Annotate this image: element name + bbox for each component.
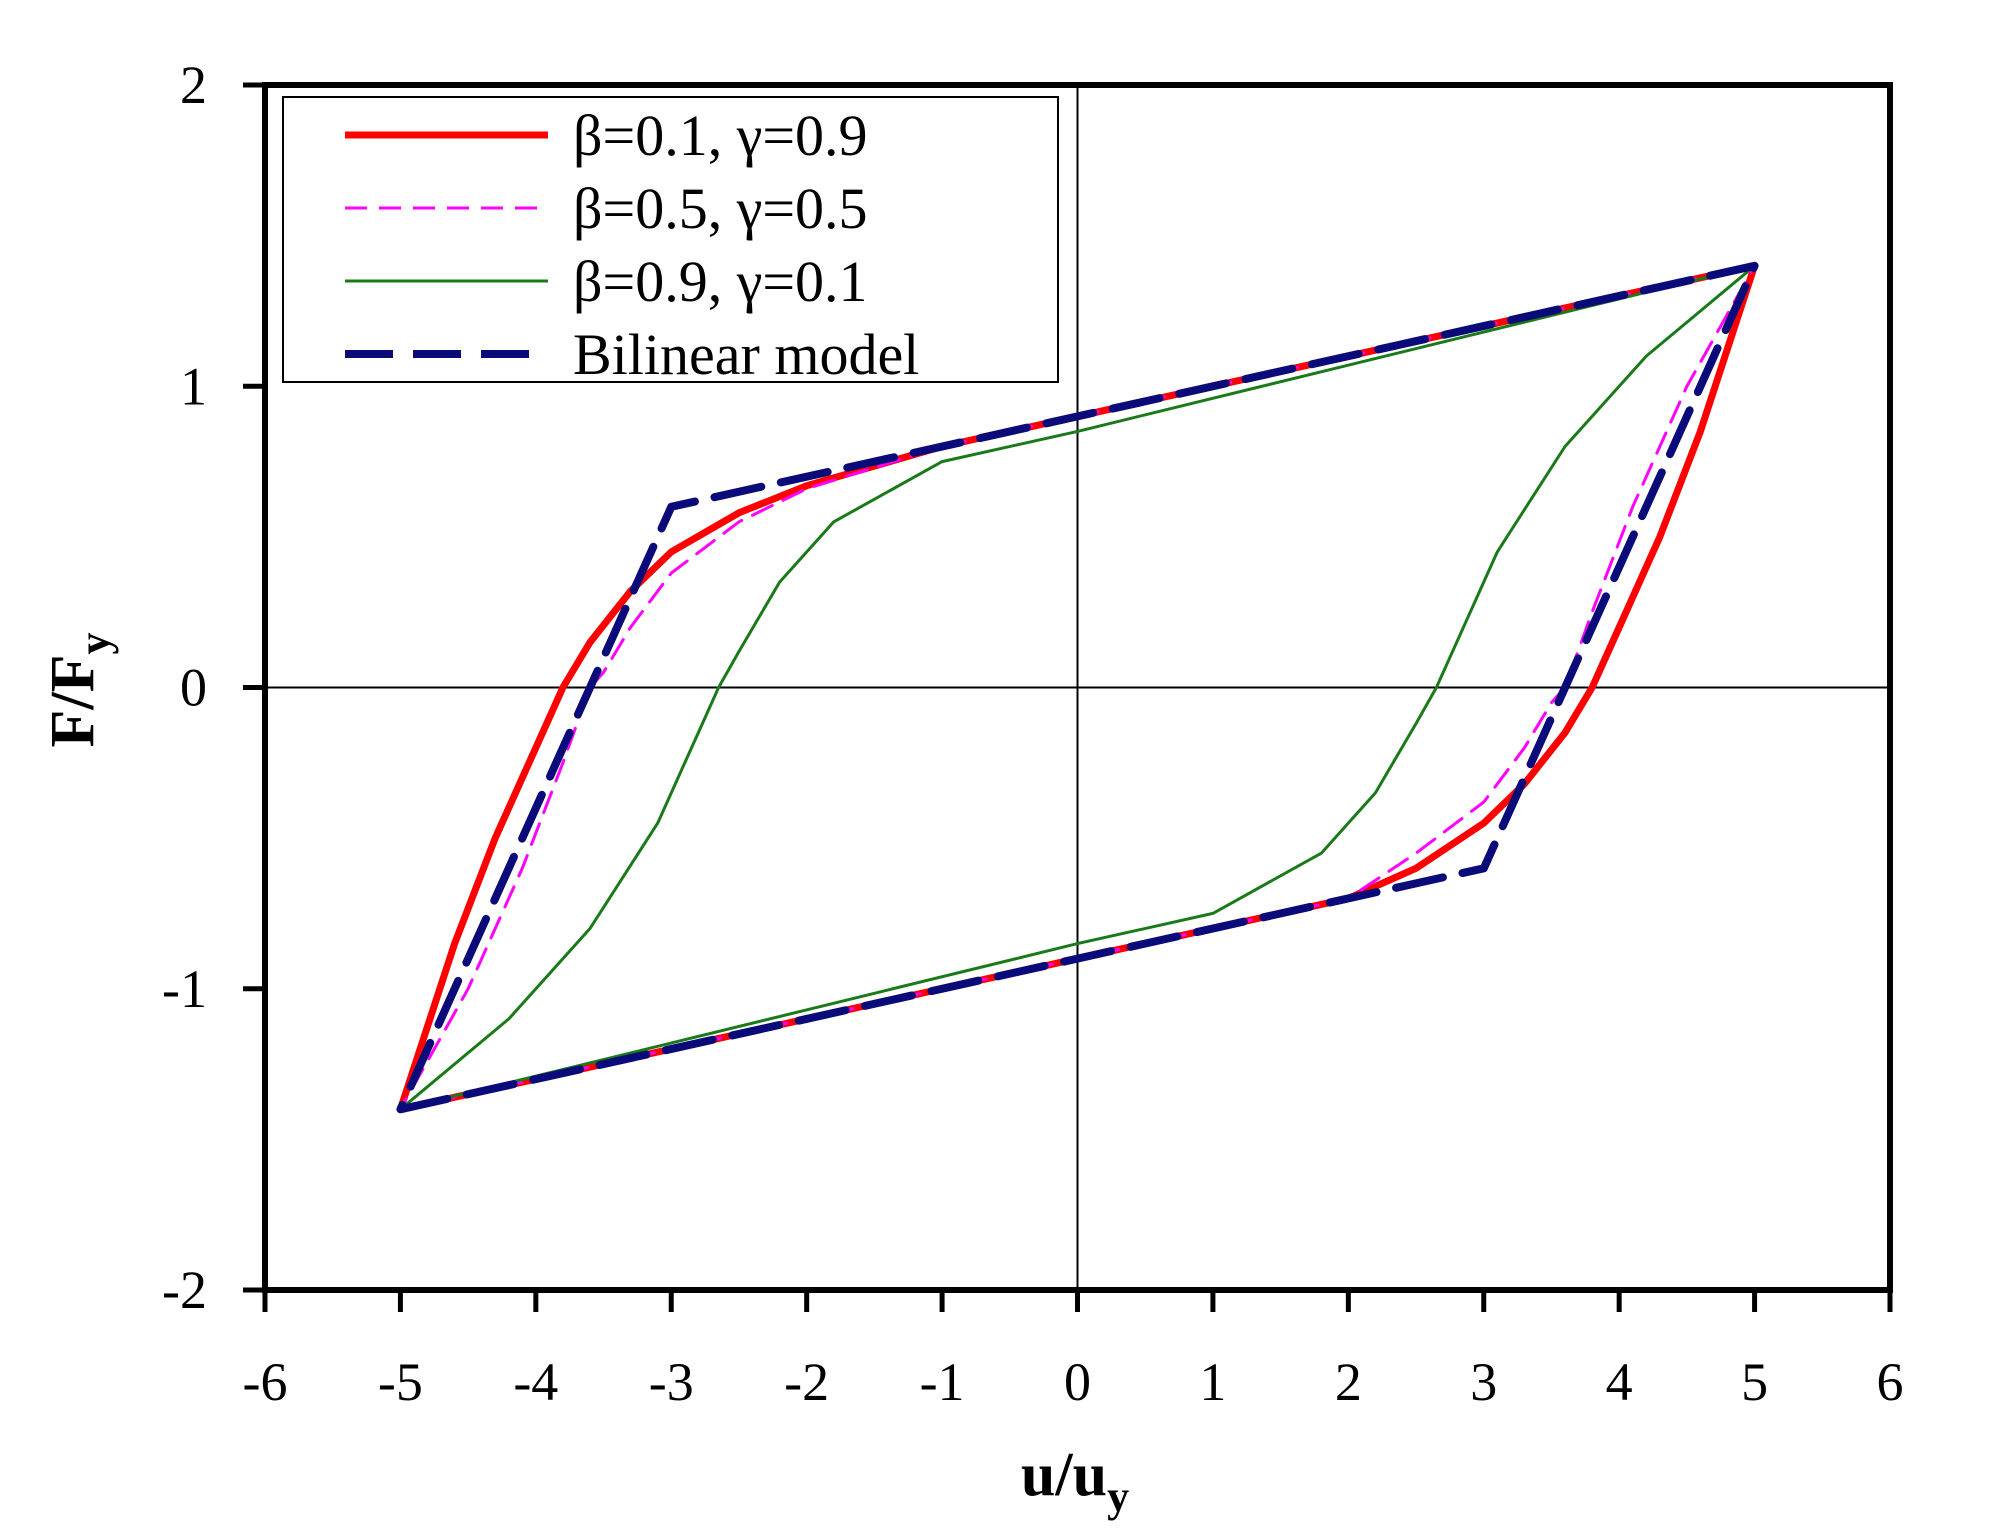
x-tick-label: -4 [513, 1352, 558, 1412]
x-tick-label: 1 [1199, 1352, 1226, 1412]
legend: β=0.1, γ=0.9 β=0.5, γ=0.5 β=0.9, γ=0.1 Bili… [282, 96, 1059, 387]
legend-box [282, 96, 1059, 383]
x-tick-label: -2 [784, 1352, 829, 1412]
y-tick-label: -1 [162, 959, 207, 1019]
x-tick-label: 6 [1877, 1352, 1904, 1412]
legend-label-1: β=0.1, γ=0.9 [573, 103, 868, 168]
y-tick-label: 2 [180, 55, 207, 115]
x-tick-label: 5 [1741, 1352, 1768, 1412]
y-tick-label: 1 [180, 356, 207, 416]
x-tick-label: -5 [378, 1352, 423, 1412]
series-curves [396, 261, 1759, 1114]
x-tick-label: 3 [1470, 1352, 1497, 1412]
x-tick-label: -1 [920, 1352, 965, 1412]
legend-label-4: Bilinear model [573, 322, 919, 387]
legend-label-2: β=0.5, γ=0.5 [573, 176, 868, 241]
x-tick-label: 4 [1606, 1352, 1633, 1412]
y-tick-label: 0 [180, 658, 207, 718]
series-line-4 [396, 261, 1759, 1114]
x-tick-label: -6 [243, 1352, 288, 1412]
x-tick-label: -3 [649, 1352, 694, 1412]
x-axis-title: u/uy [1021, 1441, 1129, 1521]
y-tick-label: -2 [162, 1260, 207, 1320]
x-tick-label: 0 [1064, 1352, 1091, 1412]
legend-label-3: β=0.9, γ=0.1 [573, 249, 868, 314]
x-tick-label: 2 [1335, 1352, 1362, 1412]
axes: -6 -5 -4 -3 -2 -1 0 1 2 3 4 5 6 2 1 0 -1 -2 [162, 55, 1903, 1412]
y-axis-title: F/Fy [39, 633, 119, 748]
